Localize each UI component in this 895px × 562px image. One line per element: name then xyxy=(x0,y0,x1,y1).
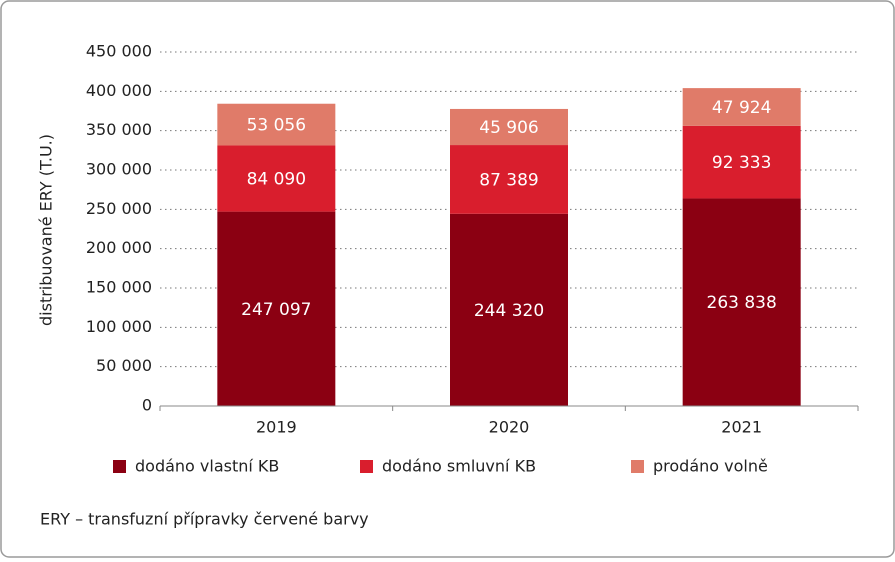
y-tick-label: 300 000 xyxy=(86,160,152,179)
legend-swatch xyxy=(631,460,644,473)
legend-label: prodáno volně xyxy=(653,457,768,476)
y-tick-label: 0 xyxy=(142,396,152,415)
y-tick-label: 50 000 xyxy=(96,356,152,375)
bar-segment xyxy=(450,145,568,214)
y-tick-label: 450 000 xyxy=(86,42,152,61)
value-label: 247 097 xyxy=(241,300,311,320)
y-tick-label: 400 000 xyxy=(86,81,152,100)
bar-segment xyxy=(682,88,801,126)
y-tick-label: 100 000 xyxy=(86,317,152,336)
value-label: 53 056 xyxy=(247,116,306,136)
value-label: 84 090 xyxy=(247,170,306,190)
bar-segment xyxy=(450,108,568,146)
legend-swatch xyxy=(360,460,373,473)
y-tick-label: 350 000 xyxy=(86,120,152,139)
legend-swatch xyxy=(113,460,126,473)
x-tick-label: 2019 xyxy=(256,418,297,437)
bar-segment xyxy=(450,213,568,406)
x-tick-label: 2021 xyxy=(721,418,762,437)
value-label: 45 906 xyxy=(479,118,538,138)
legend-label: dodáno smluvní KB xyxy=(382,457,536,476)
bar-segment xyxy=(682,198,801,406)
value-label: 47 924 xyxy=(712,98,771,118)
bar-segment xyxy=(217,211,336,406)
y-tick-label: 150 000 xyxy=(86,278,152,297)
value-label: 263 838 xyxy=(707,293,777,313)
y-tick-label: 200 000 xyxy=(86,238,152,257)
y-tick-label: 250 000 xyxy=(86,199,152,218)
bar-segment xyxy=(217,145,336,212)
legend-label: dodáno vlastní KB xyxy=(135,457,279,476)
bar-segment xyxy=(682,125,801,199)
bar-segment xyxy=(217,103,336,146)
value-label: 92 333 xyxy=(712,153,771,173)
y-axis-label: distribuované ERY (T.U.) xyxy=(37,134,56,326)
value-label: 244 320 xyxy=(474,301,544,321)
x-tick-label: 2020 xyxy=(489,418,530,437)
value-label: 87 389 xyxy=(479,170,538,190)
footnote: ERY – transfuzní přípravky červené barvy xyxy=(40,510,369,529)
